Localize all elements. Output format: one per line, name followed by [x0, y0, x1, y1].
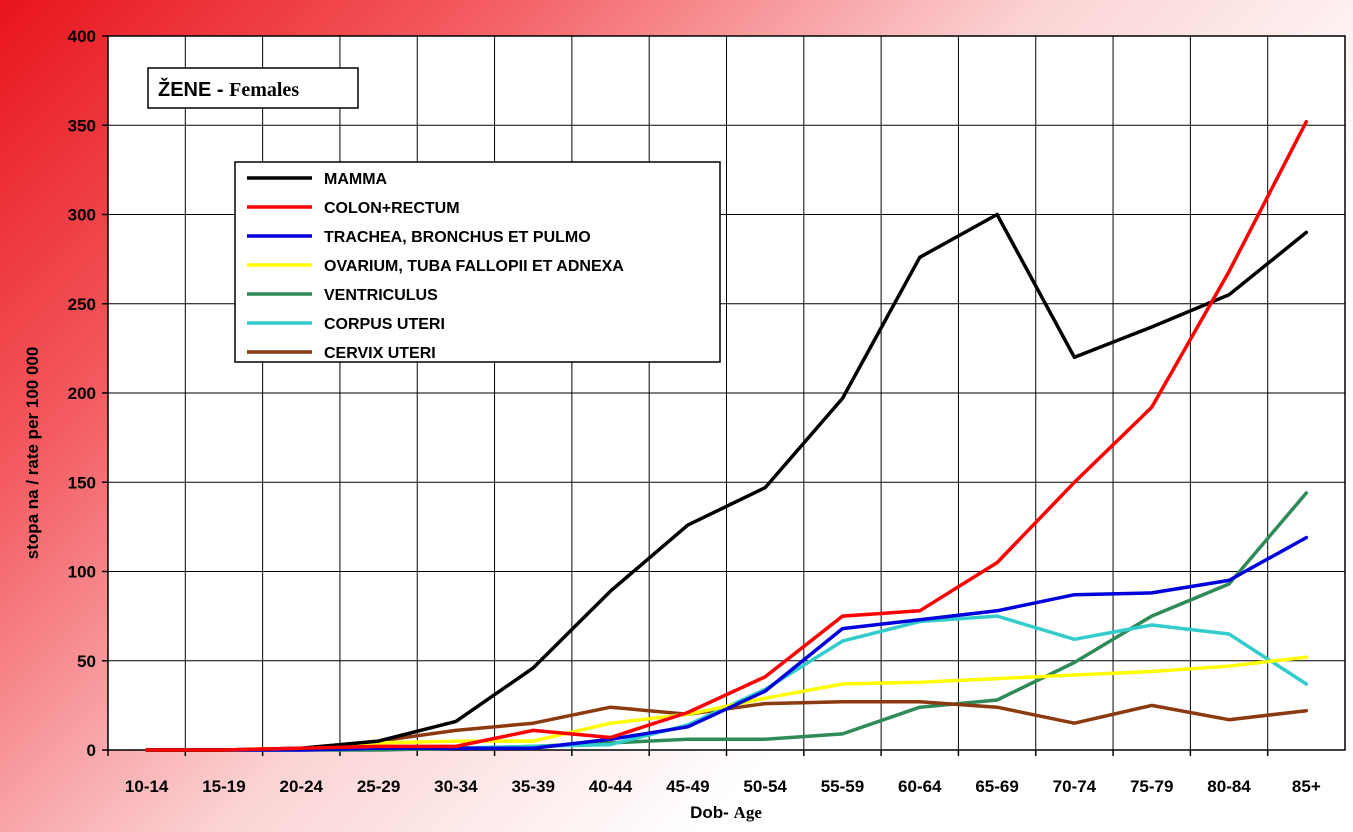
y-tick-label: 100: [68, 563, 96, 582]
series-lines: [144, 119, 1309, 752]
chart-title: ŽENE: [158, 77, 211, 101]
legend-entry-label: VENTRICULUS: [324, 287, 438, 304]
y-tick-label: 400: [68, 27, 96, 46]
x-tick-label: 85+: [1292, 777, 1321, 796]
series-line-trachea-bronchus-et-pulmo: [144, 535, 1309, 752]
x-tick-label: 10-14: [125, 777, 169, 796]
x-tick-label: 75-79: [1130, 777, 1173, 796]
gridlines: [108, 36, 1345, 750]
legend-entry-label: CORPUS UTERI: [324, 316, 445, 333]
series-line-mamma: [144, 212, 1309, 752]
legend-entry-label: OVARIUM, TUBA FALLOPII ET ADNEXA: [324, 258, 624, 275]
y-tick-label: 350: [68, 116, 96, 135]
y-tick-label: 300: [68, 206, 96, 225]
x-axis-label: Dob- Age: [690, 803, 762, 822]
x-tick-label: 60-64: [898, 777, 942, 796]
chart-subtitle: Females: [229, 79, 299, 101]
x-tick-label: 25-29: [357, 777, 400, 796]
x-tick-label: 70-74: [1053, 777, 1097, 796]
legend-entry-label: CERVIX UTERI: [324, 345, 436, 362]
legend-entry-label: COLON+RECTUM: [324, 200, 460, 217]
x-axis-ticks: 10-14 15-19 20-24 25-29 30-34 35-39 40-44 45-49…: [107, 750, 1321, 796]
svg-text:ŽENE - Females: ŽENE - Females: [158, 77, 299, 101]
y-axis-ticks: 0 50 100 150 200 250 300 350 400: [68, 27, 108, 760]
legend-entry-label: TRACHEA, BRONCHUS ET PULMO: [324, 229, 591, 246]
y-tick-label: 50: [77, 652, 96, 671]
legend-entry-label: MAMMA: [324, 171, 388, 188]
x-tick-label: 45-49: [666, 777, 709, 796]
legend: MAMMA COLON+RECTUM TRACHEA, BRONCHUS ET PU…: [234, 161, 721, 363]
series-line-colon-rectum: [144, 119, 1309, 752]
y-tick-label: 200: [68, 384, 96, 403]
y-tick-label: 0: [87, 741, 96, 760]
y-tick-label: 250: [68, 295, 96, 314]
x-tick-label: 50-54: [743, 777, 787, 796]
y-axis-label: stopa na / rate per 100 000: [23, 347, 42, 560]
y-tick-label: 150: [68, 473, 96, 492]
x-tick-label: 55-59: [821, 777, 864, 796]
x-tick-label: 40-44: [589, 777, 633, 796]
x-tick-label: 15-19: [202, 777, 245, 796]
x-tick-label: 80-84: [1207, 777, 1251, 796]
x-tick-label: 30-34: [434, 777, 478, 796]
x-tick-label: 20-24: [280, 777, 324, 796]
x-tick-label: 65-69: [975, 777, 1018, 796]
x-tick-label: 35-39: [511, 777, 554, 796]
chart-title-box: ŽENE - Females: [147, 67, 359, 109]
